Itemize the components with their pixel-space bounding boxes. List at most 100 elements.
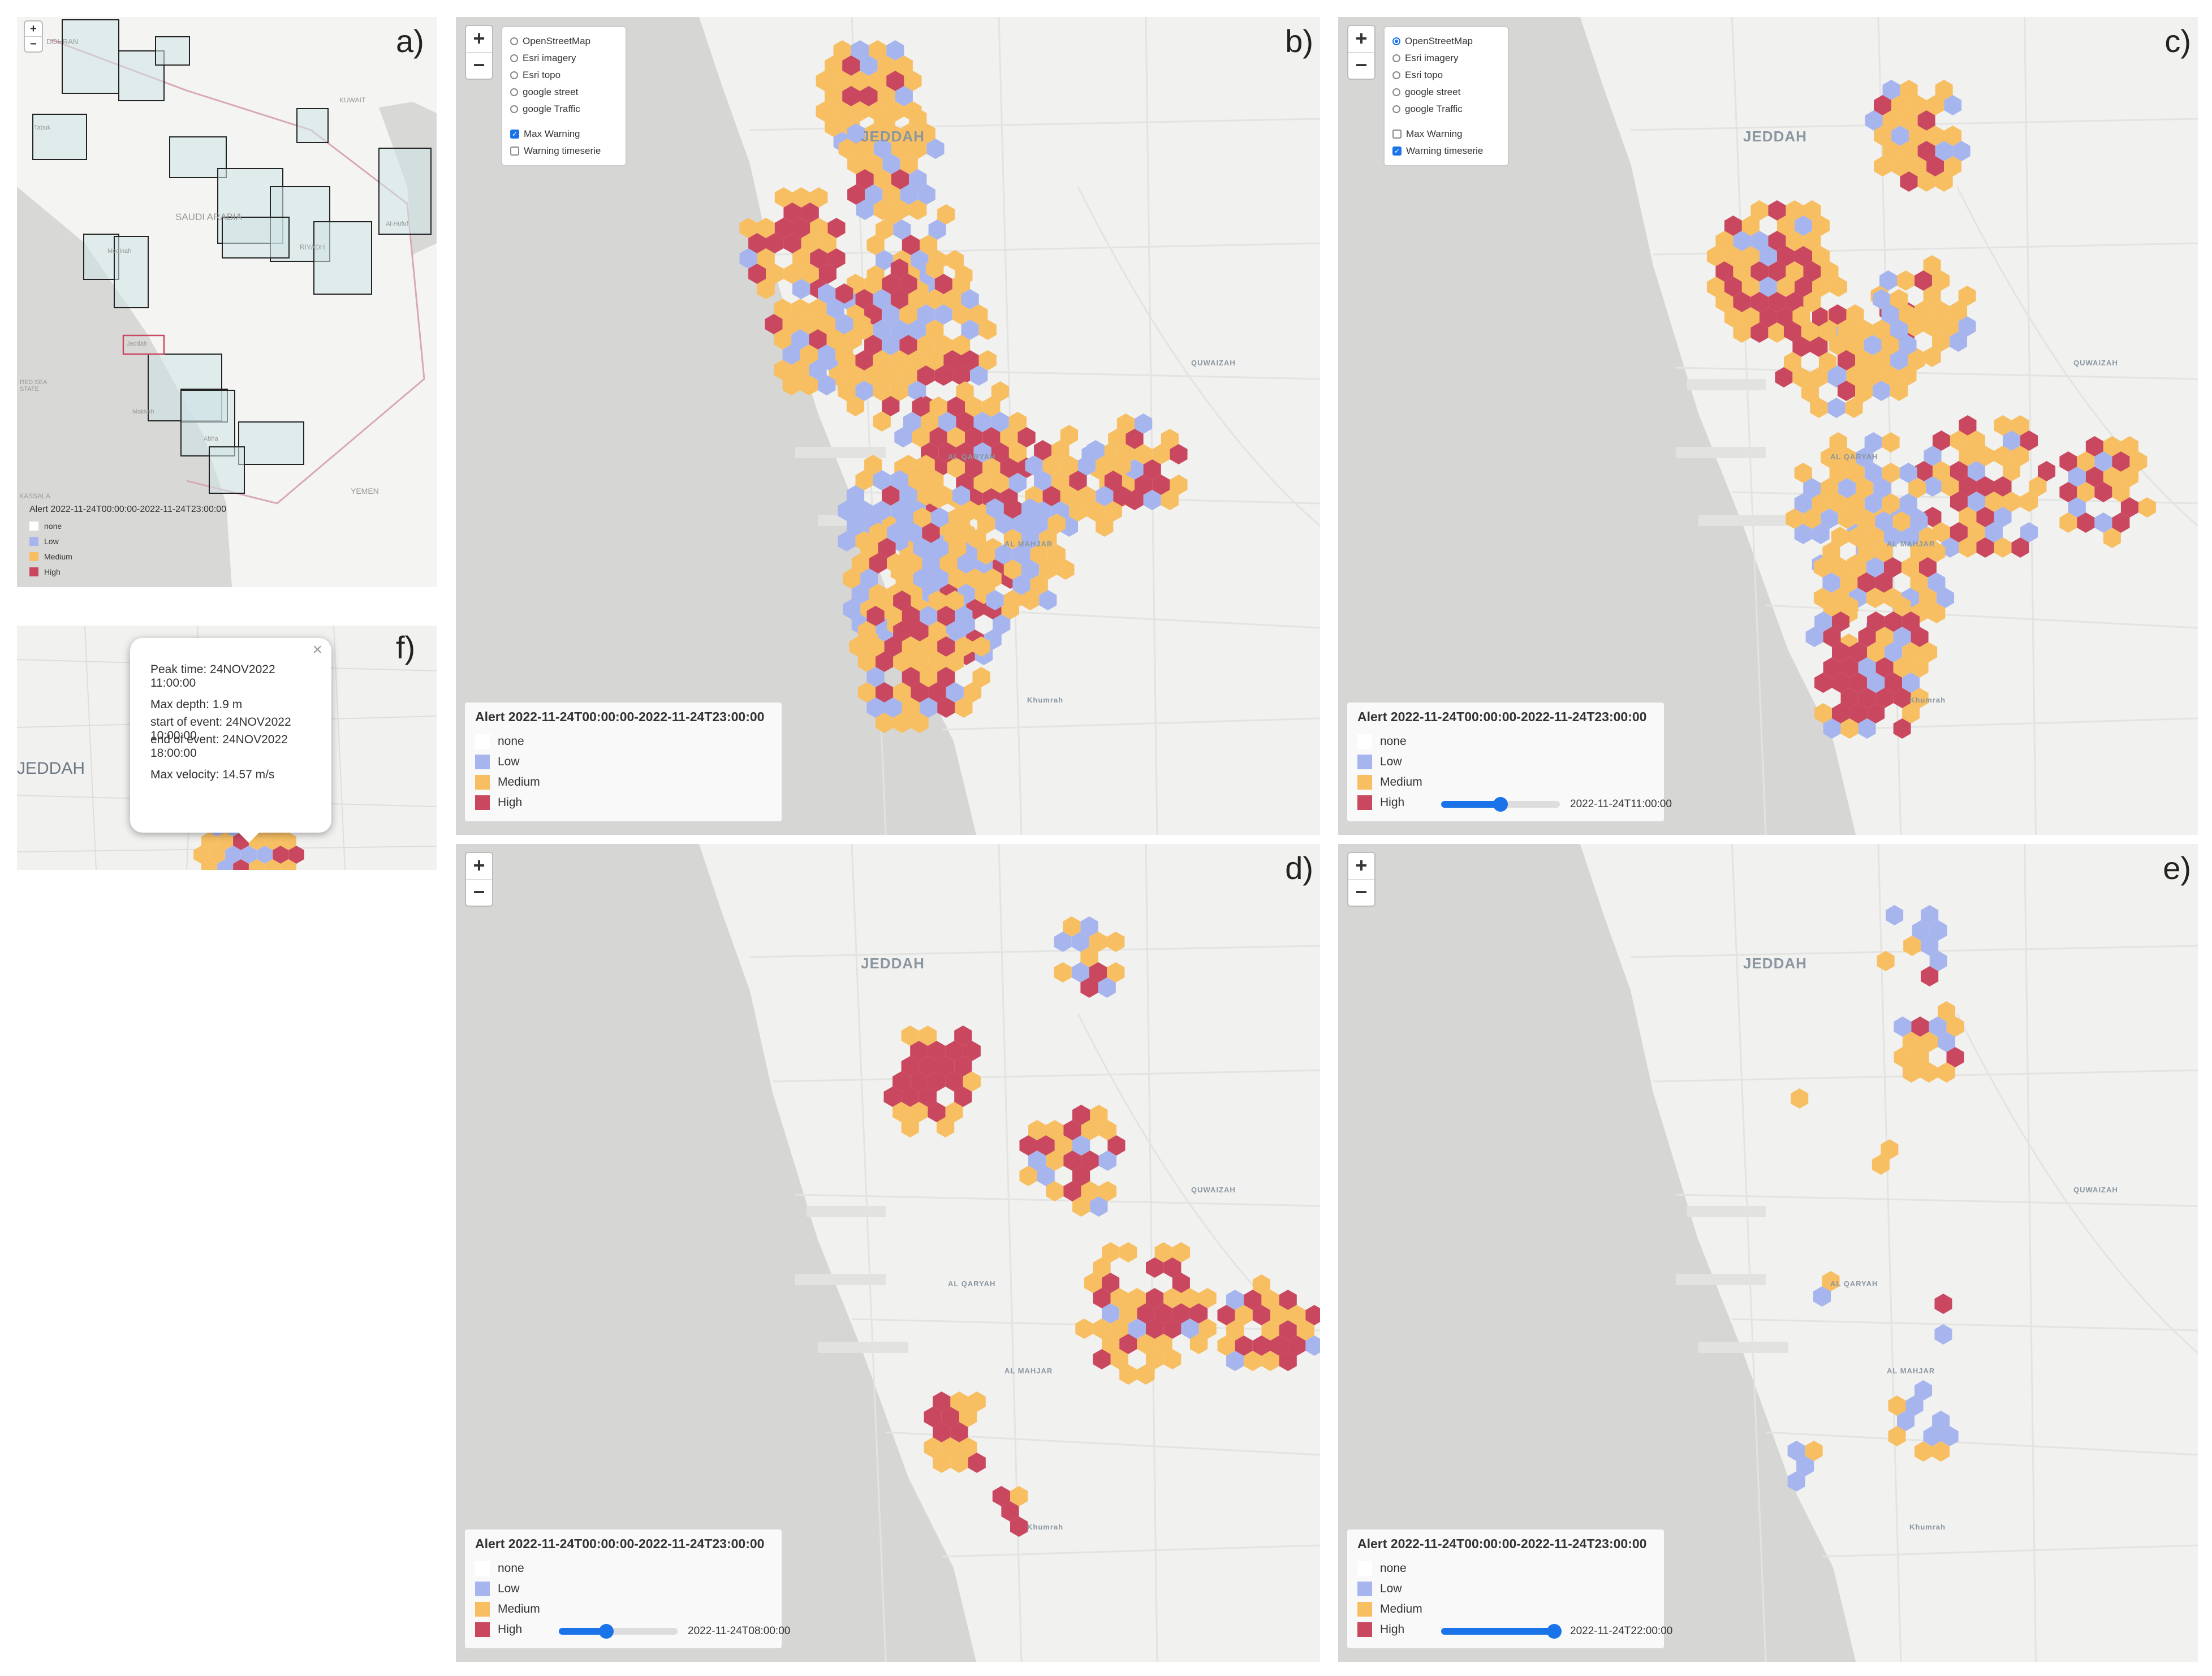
hex-cell[interactable] (866, 235, 885, 255)
hex-cell[interactable] (1252, 1335, 1270, 1356)
basemap-option[interactable]: OpenStreetMap (1392, 33, 1500, 50)
hex-cell[interactable] (1252, 1305, 1270, 1325)
hex-cell[interactable] (1976, 507, 1994, 527)
hex-cell[interactable] (1840, 688, 1859, 708)
hex-cell[interactable] (801, 203, 819, 223)
hex-cell[interactable] (926, 320, 944, 340)
hex-cell[interactable] (900, 154, 918, 174)
hex-cell[interactable] (1915, 1380, 1933, 1401)
hex-cell[interactable] (1812, 307, 1830, 328)
hex-cell[interactable] (1198, 1288, 1217, 1308)
hex-cell[interactable] (926, 289, 944, 309)
hex-cell[interactable] (1865, 110, 1883, 131)
hex-cell[interactable] (991, 381, 1009, 402)
hex-cell[interactable] (1938, 1062, 1956, 1083)
hex-cell[interactable] (1102, 1242, 1120, 1263)
hex-cell[interactable] (1994, 415, 2012, 436)
hex-cell[interactable] (273, 846, 288, 864)
hex-cell[interactable] (866, 606, 885, 626)
hex-cell[interactable] (1829, 432, 1847, 453)
hex-cell[interactable] (1805, 1441, 1823, 1461)
hex-cell[interactable] (865, 123, 883, 144)
hex-cell[interactable] (995, 514, 1013, 534)
hex-cell[interactable] (1054, 1135, 1072, 1156)
hex-cell[interactable] (948, 568, 967, 589)
hex-cell[interactable] (1261, 1320, 1279, 1341)
basemap-option[interactable]: Esri imagery (1392, 50, 1500, 67)
hex-cell[interactable] (954, 1056, 972, 1076)
hex-cell[interactable] (1902, 673, 1920, 693)
hex-cell[interactable] (864, 365, 882, 386)
hex-cell[interactable] (825, 86, 843, 106)
hex-cell[interactable] (1098, 977, 1116, 998)
hex-cell[interactable] (800, 314, 818, 334)
hex-cell[interactable] (1715, 231, 1734, 251)
hex-cell[interactable] (864, 274, 882, 294)
hex-cell[interactable] (929, 427, 947, 447)
hex-cell[interactable] (1902, 703, 1920, 723)
hex-cell[interactable] (884, 204, 902, 225)
hex-cell[interactable] (1846, 335, 1864, 355)
hex-cell[interactable] (857, 621, 876, 641)
hex-cell[interactable] (1837, 320, 1855, 340)
hex-cell[interactable] (1039, 590, 1057, 610)
hex-cell[interactable] (917, 365, 935, 386)
hex-cell[interactable] (1967, 522, 1985, 542)
hex-cell[interactable] (844, 329, 862, 350)
hex-cell[interactable] (1803, 231, 1821, 251)
hex-cell[interactable] (1813, 557, 1831, 578)
hex-cell[interactable] (911, 250, 929, 270)
hex-cell[interactable] (2085, 436, 2103, 456)
hex-cell[interactable] (816, 101, 834, 122)
hex-cell[interactable] (1046, 1120, 1064, 1140)
hex-cell[interactable] (1921, 905, 1939, 925)
hex-cell[interactable] (835, 314, 853, 334)
basemap-option[interactable]: google Traffic (510, 101, 618, 118)
hex-cell[interactable] (1829, 335, 1847, 355)
hex-cell[interactable] (910, 1071, 928, 1092)
hex-cell[interactable] (1110, 1349, 1128, 1369)
hex-cell[interactable] (899, 304, 917, 325)
hex-cell[interactable] (1777, 277, 1795, 297)
hex-cell[interactable] (938, 442, 956, 463)
hex-cell[interactable] (1893, 718, 1911, 739)
zoom-in-button[interactable]: + (30, 23, 37, 35)
hex-cell[interactable] (895, 507, 913, 528)
hex-cell[interactable] (1812, 524, 1830, 544)
hex-cell[interactable] (1733, 292, 1751, 312)
hex-cell[interactable] (2011, 415, 2029, 436)
hex-cell[interactable] (1903, 936, 1921, 956)
hex-cell[interactable] (1849, 673, 1868, 693)
hex-cell[interactable] (1899, 463, 1917, 483)
hex-cell[interactable] (1909, 156, 1927, 176)
hex-cell[interactable] (869, 40, 887, 61)
hex-cell[interactable] (838, 381, 856, 401)
hex-cell[interactable] (891, 139, 909, 159)
hex-cell[interactable] (1786, 261, 1804, 282)
hex-cell[interactable] (1950, 301, 1968, 321)
hex-cell[interactable] (782, 314, 800, 334)
hex-cell[interactable] (890, 470, 908, 490)
hex-cell[interactable] (1081, 1120, 1099, 1140)
hex-cell[interactable] (792, 187, 810, 208)
hex-cell[interactable] (1812, 246, 1830, 266)
hex-cell[interactable] (1063, 1151, 1081, 1171)
hex-cell[interactable] (846, 365, 865, 386)
hex-cell[interactable] (1810, 367, 1828, 387)
hex-cell[interactable] (849, 636, 867, 657)
hex-cell[interactable] (928, 652, 946, 672)
hex-cell[interactable] (890, 381, 908, 401)
hex-cell[interactable] (1911, 1047, 1929, 1067)
hex-cell[interactable] (977, 514, 995, 534)
hex-cell[interactable] (1926, 156, 1944, 176)
hex-cell[interactable] (1845, 398, 1863, 418)
hex-cell[interactable] (1910, 511, 1928, 532)
hex-cell[interactable] (1042, 455, 1060, 476)
hex-cell[interactable] (2059, 482, 2077, 502)
hex-cell[interactable] (1279, 1290, 1297, 1310)
hex-cell[interactable] (1108, 429, 1126, 449)
hex-cell[interactable] (943, 350, 961, 370)
hex-cell[interactable] (1137, 1303, 1155, 1324)
hex-cell[interactable] (955, 697, 973, 718)
hex-cell[interactable] (1143, 490, 1161, 510)
